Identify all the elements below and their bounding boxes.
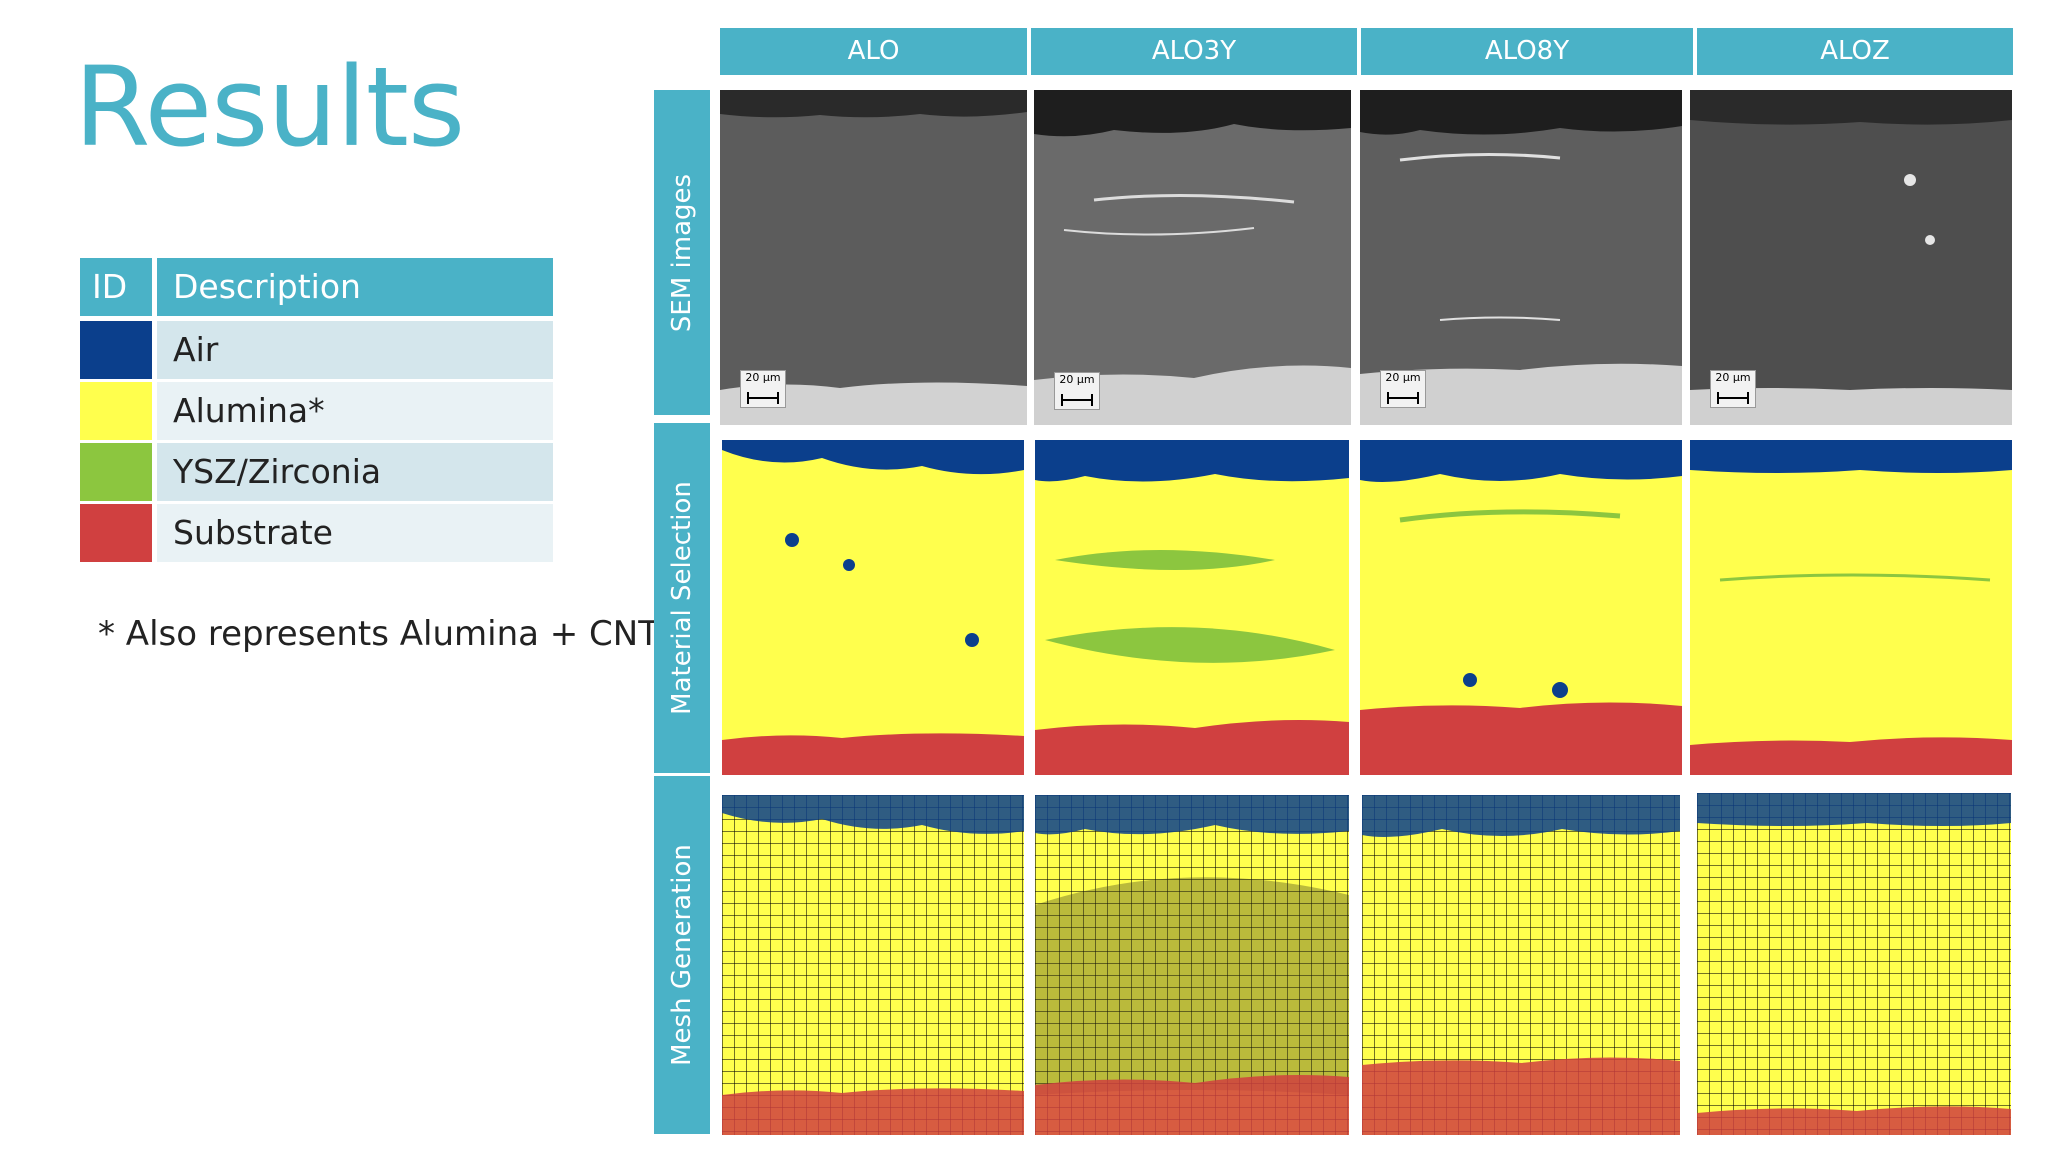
row-header-label: Mesh Generation [667,844,697,1066]
legend-label: Air [157,321,553,379]
mesh-image-aloz [1697,793,2011,1135]
column-header-alo3y: ALO3Y [1031,28,1357,75]
scale-label: 20 µm [1385,371,1421,384]
mesh-image-alo3y [1035,795,1349,1135]
scale-bar: 20 µm [1054,372,1100,410]
material-map-alo8y [1360,440,1682,775]
sem-texture [1034,90,1351,425]
material-regions [722,440,1024,775]
substrate-swatch [80,504,152,562]
footnote: * Also represents Alumina + CNT [98,614,659,654]
material-map-alo [722,440,1024,775]
sem-texture [720,90,1027,425]
mesh-image-alo8y [1362,795,1680,1135]
scale-bar: 20 µm [1380,370,1426,408]
row-header-material: Material Selection [654,423,710,773]
alumina-swatch [80,382,152,440]
column-header-alo8y: ALO8Y [1361,28,1693,75]
ysz-swatch [80,443,152,501]
row-header-mesh: Mesh Generation [654,776,710,1134]
scale-label: 20 µm [1059,373,1095,386]
row-header-sem: SEM images [654,90,710,415]
material-map-aloz [1690,440,2012,775]
sem-texture [1690,90,2012,425]
column-header-aloz: ALOZ [1697,28,2013,75]
mesh-regions [1362,795,1680,1135]
page-title: Results [74,43,465,171]
material-regions [1035,440,1349,775]
legend-header-description: Description [157,258,553,316]
material-regions [1360,440,1682,775]
material-map-alo3y [1035,440,1349,775]
material-regions [1690,440,2012,775]
sem-texture [1360,90,1682,425]
sem-image-alo8y: 20 µm [1360,90,1682,425]
mesh-regions [1035,795,1349,1135]
row-header-label: SEM images [667,173,697,332]
legend-header-id: ID [80,258,152,316]
column-header-alo: ALO [720,28,1027,75]
scale-label: 20 µm [1715,371,1751,384]
mesh-regions [722,795,1024,1135]
scale-bar: 20 µm [740,370,786,408]
sem-image-alo3y: 20 µm [1034,90,1351,425]
sem-image-aloz: 20 µm [1690,90,2012,425]
mesh-regions [1697,793,2011,1135]
scale-label: 20 µm [745,371,781,384]
legend-label: Alumina* [157,382,553,440]
mesh-image-alo [722,795,1024,1135]
scale-bar: 20 µm [1710,370,1756,408]
air-swatch [80,321,152,379]
sem-image-alo: 20 µm [720,90,1027,425]
row-header-label: Material Selection [667,481,697,715]
legend-label: Substrate [157,504,553,562]
legend-label: YSZ/Zirconia [157,443,553,501]
